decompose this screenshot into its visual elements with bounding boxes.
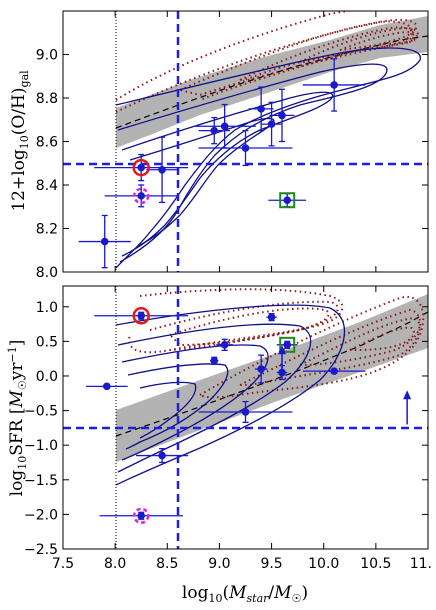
top-y-axis-label: 12+log10(O/H)gal bbox=[9, 70, 31, 212]
data-point-marker bbox=[283, 196, 292, 205]
y-tick-label: 1.0 bbox=[36, 300, 58, 316]
arrow-head bbox=[403, 390, 412, 400]
data-point bbox=[85, 382, 128, 391]
data-point bbox=[99, 511, 183, 520]
data-point-marker bbox=[283, 341, 292, 349]
y-tick-label: 8.4 bbox=[36, 178, 58, 194]
red-circle-marker bbox=[132, 307, 150, 325]
data-point bbox=[146, 136, 178, 204]
y-tick-label: −1.0 bbox=[24, 438, 58, 454]
red-sfr-contours bbox=[128, 288, 425, 399]
data-point-marker bbox=[100, 237, 109, 246]
data-point bbox=[198, 400, 293, 423]
data-point-marker bbox=[137, 163, 146, 172]
x-tick-label: 7.5 bbox=[52, 556, 74, 572]
sfr-panel: −2.5 −2.0 −1.5 −1.0 −0.5 0.0 0.5 1.0 7.5 8.0 8.5 9… bbox=[6, 285, 432, 605]
data-point bbox=[78, 214, 131, 269]
data-point bbox=[210, 356, 219, 365]
y-tick-label: −2.0 bbox=[24, 507, 58, 523]
bottom-y-ticks: −2.5 −2.0 −1.5 −1.0 −0.5 0.0 0.5 1.0 bbox=[24, 300, 428, 558]
data-point-marker bbox=[210, 126, 219, 135]
data-point bbox=[268, 193, 306, 208]
metallicity-data-points bbox=[78, 58, 366, 269]
data-point-marker bbox=[330, 81, 338, 89]
data-point-marker bbox=[241, 144, 250, 152]
x-tick-label: 10.0 bbox=[308, 556, 339, 572]
data-point-marker bbox=[267, 313, 276, 321]
metallicity-highlight-markers bbox=[132, 158, 296, 209]
data-point bbox=[216, 338, 233, 352]
y-tick-label: 8.6 bbox=[36, 135, 58, 151]
data-point bbox=[136, 447, 189, 464]
y-tick-label: 8.2 bbox=[36, 222, 58, 238]
data-point-marker bbox=[210, 356, 219, 365]
data-point bbox=[248, 86, 274, 132]
y-tick-label: −0.5 bbox=[24, 404, 58, 420]
bottom-axes-frame bbox=[62, 285, 429, 550]
bottom-y-axis-label: log10SFR [M☉yr−1] bbox=[6, 340, 29, 497]
data-point bbox=[261, 101, 282, 147]
data-point-marker bbox=[220, 341, 229, 349]
data-point-marker bbox=[257, 105, 265, 113]
main-sequence-relation bbox=[115, 311, 428, 437]
y-tick-label: 8.8 bbox=[36, 91, 58, 107]
data-point bbox=[104, 184, 178, 208]
data-point-marker bbox=[220, 122, 229, 131]
data-point bbox=[269, 88, 295, 143]
data-point-marker bbox=[330, 367, 338, 375]
arrow-head bbox=[278, 345, 286, 355]
red-circle-marker bbox=[132, 158, 150, 177]
sfr-highlight-markers bbox=[132, 307, 296, 525]
y-tick-label: −2.5 bbox=[24, 542, 58, 558]
mass-metallicity-relation bbox=[115, 35, 428, 129]
main-sequence-band bbox=[116, 294, 428, 462]
x-tick-label: 11. bbox=[410, 556, 432, 572]
data-point-marker bbox=[267, 120, 276, 128]
data-point bbox=[254, 354, 268, 384]
data-point-marker bbox=[278, 368, 286, 377]
x-tick-label: 8.5 bbox=[156, 556, 178, 572]
data-point-marker bbox=[158, 165, 166, 174]
data-point-marker bbox=[158, 451, 166, 460]
x-tick-label: 10.5 bbox=[360, 556, 391, 572]
data-point-marker bbox=[103, 382, 111, 391]
data-point-marker bbox=[278, 111, 286, 120]
x-tick-label: 8.0 bbox=[104, 556, 126, 572]
data-point bbox=[302, 58, 366, 112]
data-point bbox=[94, 311, 189, 320]
y-tick-label: 0.5 bbox=[36, 334, 58, 350]
data-point-marker bbox=[137, 311, 146, 320]
x-axis-label: log10(Mstar/M☉) bbox=[182, 583, 308, 605]
data-point-marker bbox=[137, 511, 146, 520]
y-tick-label: 8.0 bbox=[36, 265, 58, 281]
green-square-marker bbox=[279, 192, 296, 209]
y-tick-label: −1.5 bbox=[24, 473, 58, 489]
data-point bbox=[198, 129, 293, 167]
sfr-lower-limit-arrows bbox=[278, 345, 412, 425]
red-density-contours bbox=[115, 11, 419, 113]
data-point bbox=[94, 153, 189, 182]
data-point bbox=[266, 313, 277, 322]
top-x-ticks bbox=[62, 11, 429, 272]
metallicity-panel: 8.0 8.2 8.4 8.6 8.8 9.0 12+log10(O/H)gal bbox=[9, 10, 429, 281]
y-tick-label: 0.0 bbox=[36, 369, 58, 385]
bottom-x-ticks: 7.5 8.0 8.5 9.0 9.5 10.0 10.5 11. bbox=[52, 286, 432, 572]
data-point-marker bbox=[137, 192, 146, 200]
magenta-dashed-circle-marker bbox=[132, 187, 150, 205]
data-point bbox=[302, 367, 366, 375]
x-tick-label: 9.5 bbox=[260, 556, 282, 572]
green-square-marker bbox=[279, 336, 296, 353]
magenta-dashed-circle-marker bbox=[132, 507, 150, 525]
data-point-marker bbox=[257, 365, 265, 373]
y-tick-label: 9.0 bbox=[36, 48, 58, 64]
data-point-marker bbox=[241, 408, 250, 416]
top-y-ticks: 8.0 8.2 8.4 8.6 8.8 9.0 bbox=[36, 48, 428, 281]
x-tick-label: 9.0 bbox=[208, 556, 230, 572]
